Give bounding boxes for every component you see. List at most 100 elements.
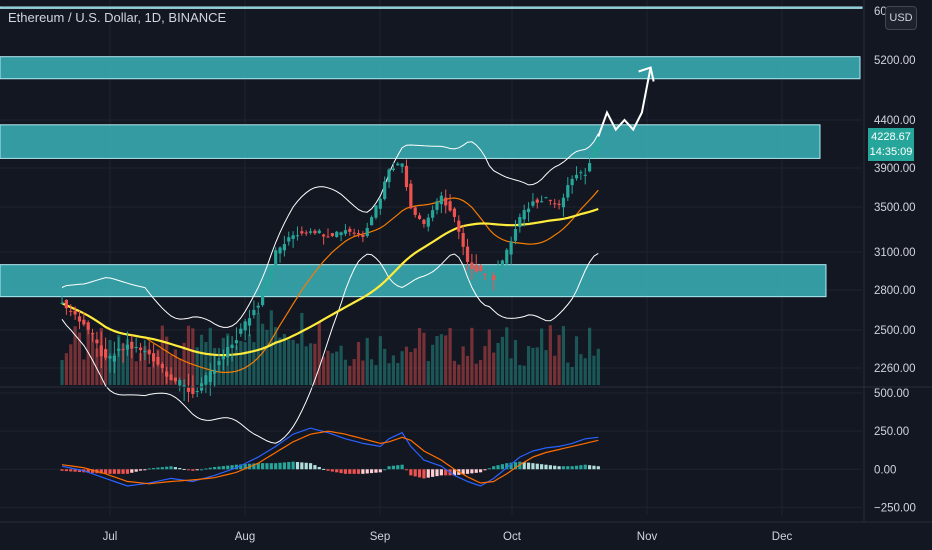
histogram-bar [518,461,522,470]
volume-bar [356,342,361,385]
histogram-bar [282,462,286,470]
candle-body [378,198,382,209]
histogram-bar [130,469,134,473]
histogram-bar [152,468,156,470]
volume-bar [522,365,526,385]
volume-bar [147,366,151,385]
histogram-bar [561,466,566,470]
volume-bar [156,349,160,385]
candle-body [226,347,230,358]
histogram-bar [526,462,531,470]
histogram-bar [265,463,269,470]
candle-body [274,250,278,268]
histogram-bar [173,467,177,470]
histogram-bar [121,469,125,474]
volume-bar [322,356,326,385]
candlesticks [60,137,600,403]
volume-bar [518,365,522,385]
volume-bar [326,350,330,385]
volume-bar [540,328,544,385]
histogram-bar [178,468,182,470]
candle-body [134,346,138,349]
histogram-bar [479,469,483,473]
volume-bar [317,321,321,385]
volume-bar [274,327,278,385]
candle-body [308,231,313,233]
volume-bar [239,341,243,385]
histogram-bar [361,469,365,474]
volume-bar [374,365,378,385]
volume-bar [60,360,64,385]
histogram-bar [274,463,278,470]
volume-bar [86,325,90,385]
volume-bar [422,332,426,385]
volume-bar [77,332,82,385]
candle-body [104,349,108,358]
volume-bar [125,339,130,385]
histogram-bar [278,462,282,470]
histogram-bar [588,465,592,470]
candle-body [588,163,592,172]
histogram-bar [505,463,509,470]
volume-bar [370,359,374,385]
candle-body [295,235,300,237]
histogram-bar [500,464,504,470]
volume-bar [130,349,134,385]
macd-pane [0,386,932,487]
candle-body [300,231,304,234]
histogram-bar [596,466,600,470]
candle-body [483,273,487,275]
histogram-bar [404,469,409,471]
volume-bar [509,358,513,385]
histogram-bar [553,465,557,470]
volume-bar [553,355,557,385]
price-tick-label: 2260.00 [874,363,916,375]
candle-body [143,350,147,353]
histogram-bar [117,469,121,474]
candle-body [509,241,513,255]
candle-body [492,275,496,281]
histogram-bar [287,462,291,470]
histogram-bar [370,469,374,474]
time-tick-label: Sep [370,531,390,543]
candle-body [518,217,522,227]
histogram-bar [269,463,273,470]
candle-body [470,262,474,270]
candle-body [261,292,265,306]
candle-body [570,178,574,186]
histogram-bar [86,469,90,473]
candle-body [117,348,121,351]
volume-bar [160,325,164,385]
histogram-bar [256,463,260,470]
candle-body [247,318,252,326]
volume-bar [143,346,147,385]
signal-line [61,430,599,485]
histogram-bar [343,469,348,474]
volume-bar [261,323,265,385]
candle-body [234,340,239,344]
macd-tick-label: 500.00 [874,388,909,400]
histogram-bar [513,462,518,470]
candle-body [291,235,295,239]
histogram-bar [208,467,212,470]
volume-bar [300,312,304,385]
volume-bar [104,348,108,385]
histogram-bar [295,462,300,470]
ma-slow-line [61,207,599,357]
volume-bar [391,355,395,385]
candle-body [217,361,221,366]
histogram-bar [470,469,474,474]
volume-bar [199,334,204,385]
histogram-bar [335,469,339,473]
candle-body [73,310,77,315]
volume-bar [465,355,470,385]
currency-button[interactable]: USD [885,6,917,30]
candle-body [269,267,273,281]
candle-body [513,229,518,241]
histogram-bar [540,464,544,470]
volume-bar [444,335,448,385]
lower-band-line [61,252,599,444]
volume-bar [505,327,509,385]
histogram-bar [226,465,230,470]
